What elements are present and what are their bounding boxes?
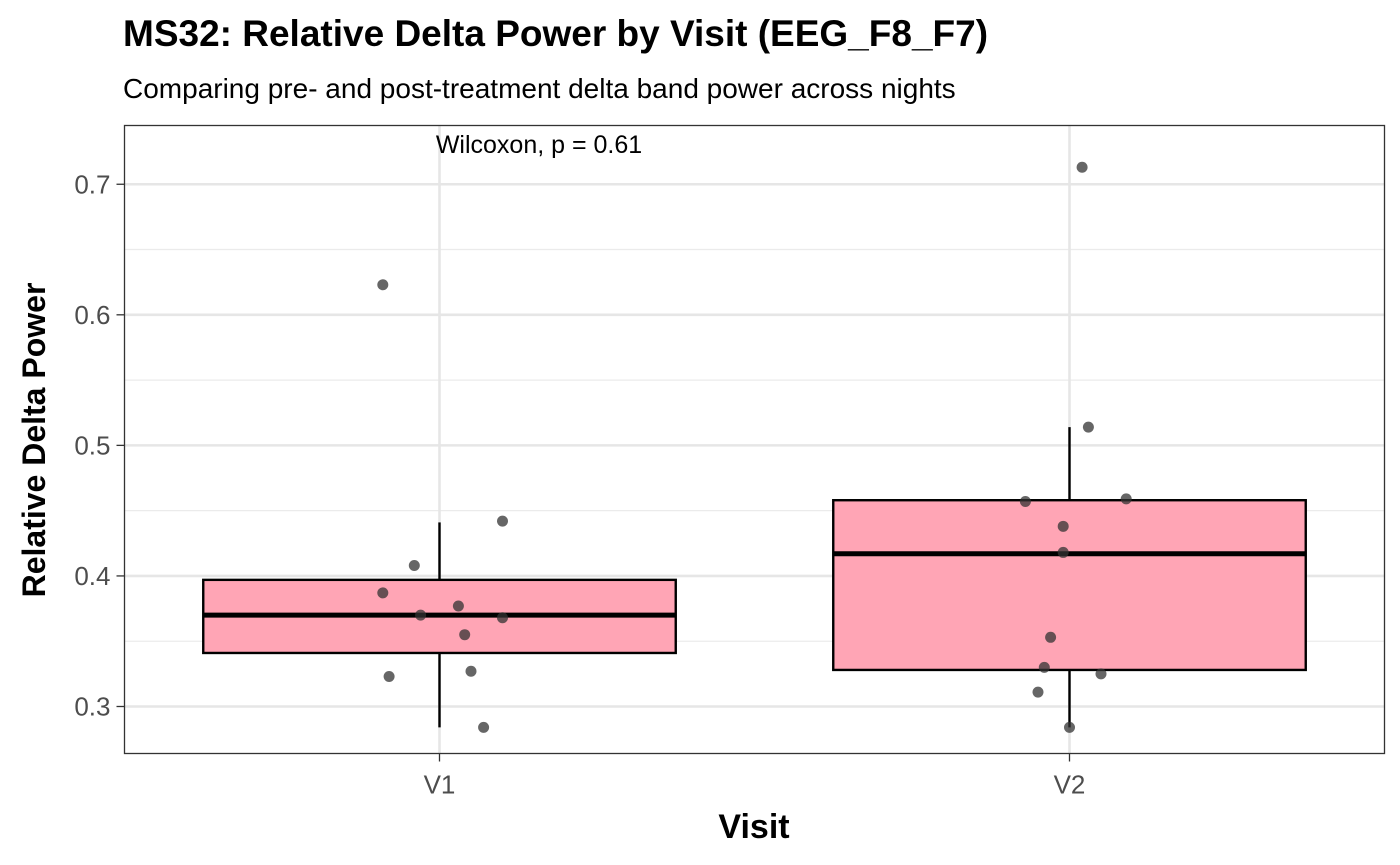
data-point (1064, 721, 1075, 733)
data-point (415, 609, 427, 621)
x-tick-label: V2 (1054, 770, 1086, 800)
x-tick-label: V1 (424, 770, 456, 800)
data-point (383, 670, 395, 682)
data-point (377, 587, 389, 599)
box-v2 (832, 499, 1307, 672)
data-point (1038, 661, 1050, 673)
data-point (1032, 686, 1044, 698)
chart-subtitle: Comparing pre- and post-treatment delta … (123, 73, 956, 104)
stat-annotation: Wilcoxon, p = 0.61 (436, 131, 642, 159)
data-point (478, 721, 490, 733)
data-point (1057, 520, 1069, 532)
plot-panel-border (123, 124, 1386, 755)
y-axis-title: Relative Delta Power (16, 283, 52, 598)
y-tick-label: 0.7 (74, 169, 110, 199)
y-tick-label: 0.6 (74, 300, 110, 330)
data-point (497, 612, 508, 624)
data-point (1019, 496, 1031, 508)
data-point (377, 279, 389, 291)
x-axis-title: Visit (718, 808, 789, 846)
data-point (497, 515, 508, 527)
data-point (408, 559, 420, 571)
data-point (1057, 546, 1069, 558)
data-point (1045, 631, 1057, 643)
y-tick-label: 0.5 (74, 430, 110, 460)
chart-title: MS32: Relative Delta Power by Visit (EEG… (123, 13, 989, 54)
data-point (1082, 421, 1094, 433)
grid-lines (124, 125, 1385, 754)
y-axis: 0.3 0.4 0.5 0.6 0.7 (74, 169, 125, 721)
data-point (459, 629, 471, 641)
data-point (452, 600, 464, 612)
x-axis: V1 V2 (424, 753, 1086, 800)
data-point (1076, 161, 1088, 173)
data-points (377, 161, 1132, 733)
data-point (1120, 493, 1132, 505)
data-point (1095, 668, 1107, 680)
y-tick-label: 0.3 (74, 691, 110, 721)
y-tick-label: 0.4 (74, 561, 110, 591)
boxes (202, 427, 1307, 728)
data-point (465, 665, 477, 677)
